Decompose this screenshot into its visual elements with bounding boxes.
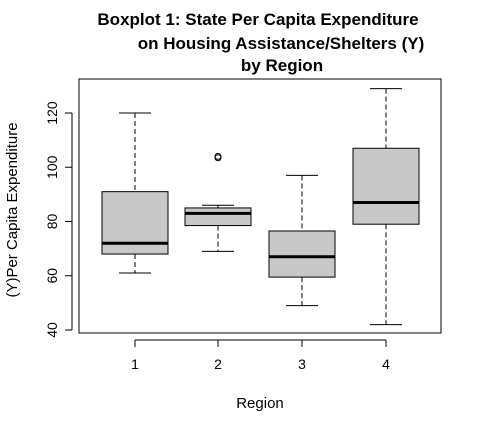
y-axis-label: (Y)Per Capita Expenditure [4, 122, 21, 297]
iqr-box [268, 230, 336, 278]
boxes-group [101, 88, 420, 326]
chart-title-line-3: by Region [241, 56, 323, 75]
x-axis: 1 2 3 4 [131, 339, 390, 372]
outlier-point [214, 152, 222, 160]
chart-title-line-1: Boxplot 1: State Per Capita Expenditure [97, 10, 418, 29]
x-axis-label: Region [236, 395, 284, 412]
iqr-box [184, 207, 252, 227]
y-tick-label: 80 [44, 214, 60, 230]
x-tick-label: 3 [298, 356, 306, 372]
iqr-box [352, 147, 420, 225]
plot-frame [78, 78, 442, 334]
chart-title-line-2: on Housing Assistance/Shelters (Y) [138, 34, 425, 53]
y-axis: 40 60 80 100 120 [44, 101, 73, 338]
x-tick-label: 4 [382, 356, 390, 372]
y-tick-label: 120 [44, 101, 60, 125]
y-tick-label: 60 [44, 268, 60, 284]
y-tick-label: 100 [44, 155, 60, 179]
x-tick-label: 2 [214, 356, 222, 372]
x-tick-label: 1 [131, 356, 139, 372]
y-tick-label: 40 [44, 322, 60, 338]
